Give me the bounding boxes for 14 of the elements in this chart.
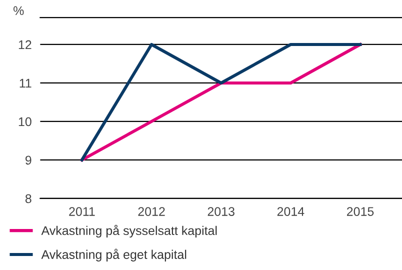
y-tick-label: 11 bbox=[20, 78, 32, 88]
legend-label: Avkastning på sysselsatt kapital bbox=[41, 224, 217, 238]
y-tick-label: 9 bbox=[26, 156, 32, 165]
y-tick-label: 8 bbox=[25, 194, 32, 204]
y-tick-label: 10 bbox=[18, 117, 32, 126]
line-series bbox=[80, 42, 362, 162]
x-tick-label: 2014 bbox=[277, 207, 304, 216]
x-tick-label: 2012 bbox=[138, 207, 165, 216]
y-axis-title: % bbox=[14, 6, 24, 16]
y-tick-label: 12 bbox=[18, 40, 32, 50]
x-tick-label: 2011 bbox=[69, 207, 95, 216]
x-tick-label: 2013 bbox=[208, 207, 234, 216]
legend-label: Avkastning på eget kapital bbox=[41, 248, 186, 262]
x-tick-label: 2015 bbox=[346, 207, 374, 216]
